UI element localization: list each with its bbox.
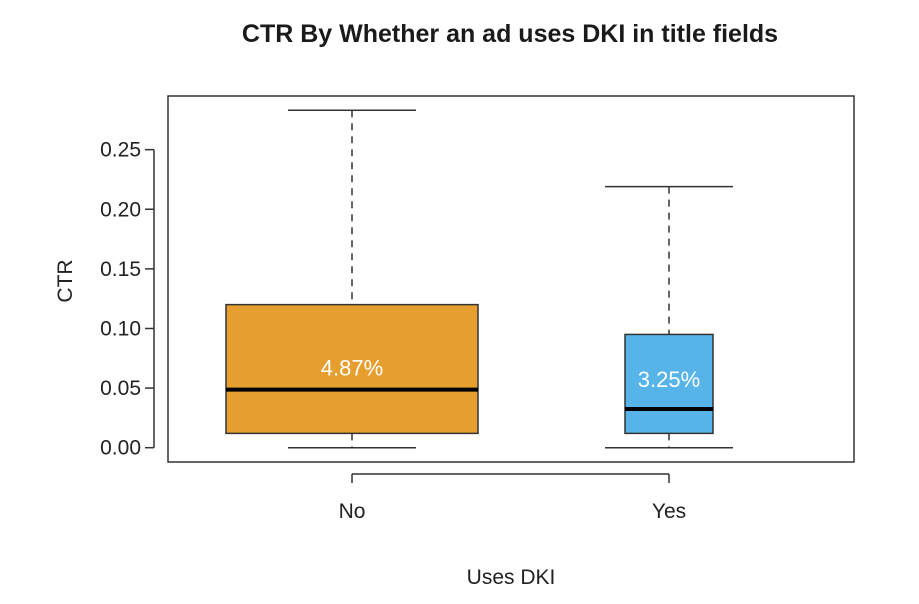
y-axis: 0.00 0.05 0.10 0.15 0.20 0.25 bbox=[100, 139, 155, 460]
box-no: 4.87% bbox=[225, 109, 479, 449]
y-tick-label: 0.05 bbox=[100, 377, 141, 400]
y-tick-label: 0.25 bbox=[100, 139, 141, 162]
box-iqr bbox=[624, 333, 714, 435]
plot-frame bbox=[167, 95, 855, 463]
box-iqr bbox=[225, 303, 479, 435]
x-tick-label: No bbox=[339, 500, 366, 523]
y-tick-label: 0.10 bbox=[100, 317, 141, 340]
median-label: 3.25% bbox=[638, 367, 700, 392]
box-yes: 3.25% bbox=[605, 185, 733, 449]
x-axis-label: Uses DKI bbox=[467, 566, 556, 589]
chart-title: CTR By Whether an ad uses DKI in title f… bbox=[242, 20, 778, 48]
y-axis-label: CTR bbox=[54, 259, 77, 302]
y-tick-label: 0.00 bbox=[100, 437, 141, 460]
x-tick-label: Yes bbox=[652, 500, 686, 523]
median-label: 4.87% bbox=[321, 356, 383, 381]
boxes: 4.87% 3.25% bbox=[225, 109, 733, 449]
y-tick-label: 0.15 bbox=[100, 258, 141, 281]
x-axis: No Yes bbox=[339, 473, 686, 523]
y-tick-label: 0.20 bbox=[100, 198, 141, 221]
